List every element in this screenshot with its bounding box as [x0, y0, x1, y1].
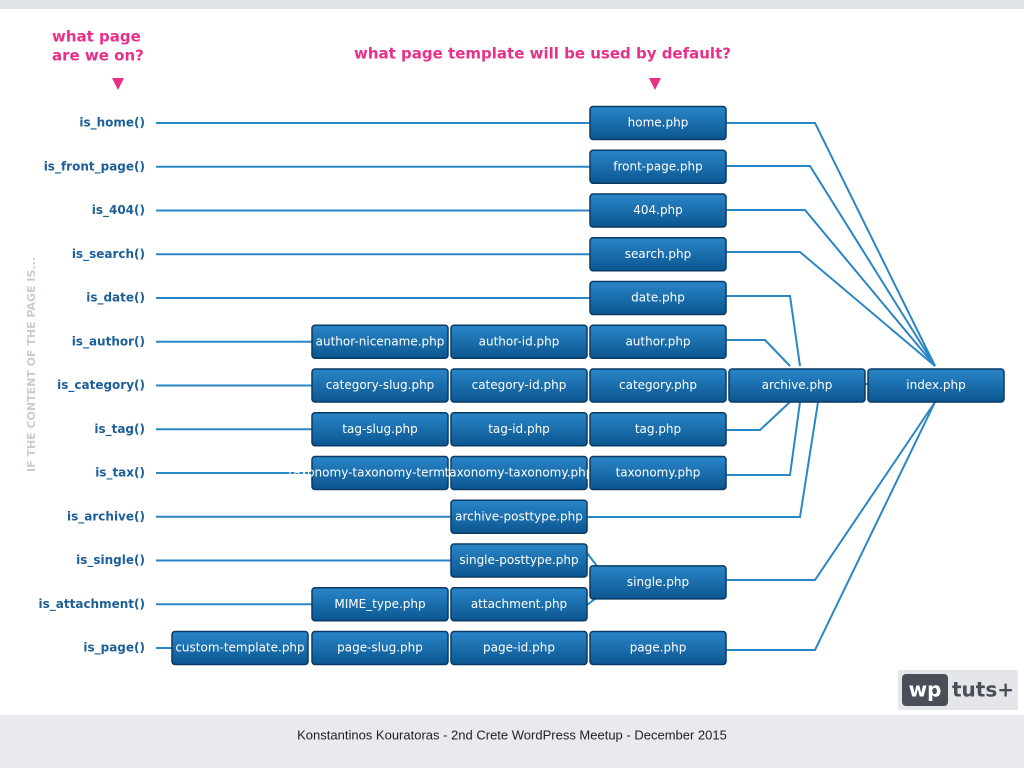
template-label: author-id.php [479, 334, 560, 348]
template-label: category-slug.php [326, 378, 435, 392]
arrow [112, 78, 124, 90]
template-label: taxonomy-taxonomy-term.php [288, 466, 471, 480]
template-label: home.php [628, 116, 689, 130]
template-box [589, 630, 727, 666]
template-box [311, 412, 449, 447]
template-label: MIME_type.php [334, 597, 425, 611]
template-box [589, 193, 727, 228]
template-box [589, 324, 727, 359]
logo-text: wp [909, 678, 942, 702]
condition: is_page() [83, 641, 145, 656]
template-box [589, 455, 727, 491]
condition: is_tax() [95, 466, 145, 481]
condition: is_search() [72, 247, 145, 262]
connector [725, 251, 936, 367]
template-box [450, 630, 588, 666]
condition: is_attachment() [39, 597, 145, 612]
template-box [311, 455, 449, 491]
connector [725, 209, 936, 367]
logo: wp tuts+ [898, 670, 1018, 710]
template-label: front-page.php [613, 159, 703, 173]
template-label: single.php [627, 575, 689, 589]
condition: is_archive() [67, 509, 145, 524]
header-right: what page template will be used by defau… [354, 45, 731, 63]
logo-text: tuts+ [952, 678, 1014, 702]
template-box [867, 368, 1005, 403]
arrow [649, 78, 661, 90]
template-box [589, 280, 727, 316]
header-left: what page [52, 28, 141, 46]
template-label: custom-template.php [175, 641, 304, 655]
template-box [589, 368, 727, 403]
connector [725, 401, 791, 431]
template-label: single-posttype.php [459, 553, 578, 567]
template-box [589, 412, 727, 447]
template-label: date.php [631, 291, 685, 305]
template-box [450, 455, 588, 491]
template-label: page-id.php [483, 641, 555, 655]
condition: is_single() [76, 553, 145, 568]
template-box [450, 543, 588, 578]
template-label: taxonomy.php [616, 466, 701, 480]
template-box [450, 499, 588, 534]
template-box [589, 149, 727, 184]
footer-band [0, 715, 1024, 768]
condition: is_category() [57, 378, 145, 393]
template-box [589, 237, 727, 272]
template-label: author-nicename.php [316, 334, 445, 348]
connector [725, 401, 936, 651]
connector [587, 401, 819, 518]
template-label: tag-slug.php [342, 422, 417, 436]
template-label: category.php [619, 378, 697, 392]
condition: is_home() [79, 116, 145, 131]
template-label: index.php [906, 378, 965, 392]
side-label: IF THE CONTENT OF THE PAGE IS... [25, 257, 38, 472]
template-label: tag-id.php [488, 422, 550, 436]
template-label: category-id.php [472, 378, 567, 392]
condition: is_front_page() [44, 159, 145, 174]
condition: is_404() [92, 203, 145, 218]
connector [725, 401, 936, 581]
template-label: attachment.php [471, 597, 567, 611]
template-box [450, 412, 588, 447]
template-box [450, 587, 588, 622]
template-label: archive.php [762, 378, 833, 392]
connector [725, 122, 936, 367]
template-label: search.php [625, 247, 692, 261]
condition: is_author() [72, 334, 145, 349]
template-box [589, 565, 727, 600]
condition: is_tag() [94, 422, 145, 437]
template-box [728, 368, 866, 403]
connector [725, 339, 791, 367]
template-box [311, 368, 449, 403]
top-band [0, 0, 1024, 9]
template-label: taxonomy-taxonomy.php [445, 466, 594, 480]
condition: is_date() [86, 291, 145, 306]
template-label: page-slug.php [337, 641, 423, 655]
connector [725, 295, 801, 367]
template-box [311, 587, 449, 622]
footer: Konstantinos Kouratoras - 2nd Crete Word… [297, 727, 727, 742]
template-box [311, 630, 449, 666]
template-label: archive-posttype.php [455, 509, 583, 523]
connector [725, 401, 801, 476]
template-label: tag.php [635, 422, 681, 436]
template-label: 404.php [633, 203, 683, 217]
template-box [311, 324, 449, 359]
template-label: page.php [630, 641, 687, 655]
template-box [450, 324, 588, 359]
template-label: author.php [625, 334, 690, 348]
connector [725, 165, 936, 367]
template-box [589, 105, 727, 141]
header-left: are we on? [52, 47, 144, 65]
template-box [171, 630, 309, 666]
template-box [450, 368, 588, 403]
logo-wp [902, 674, 948, 706]
